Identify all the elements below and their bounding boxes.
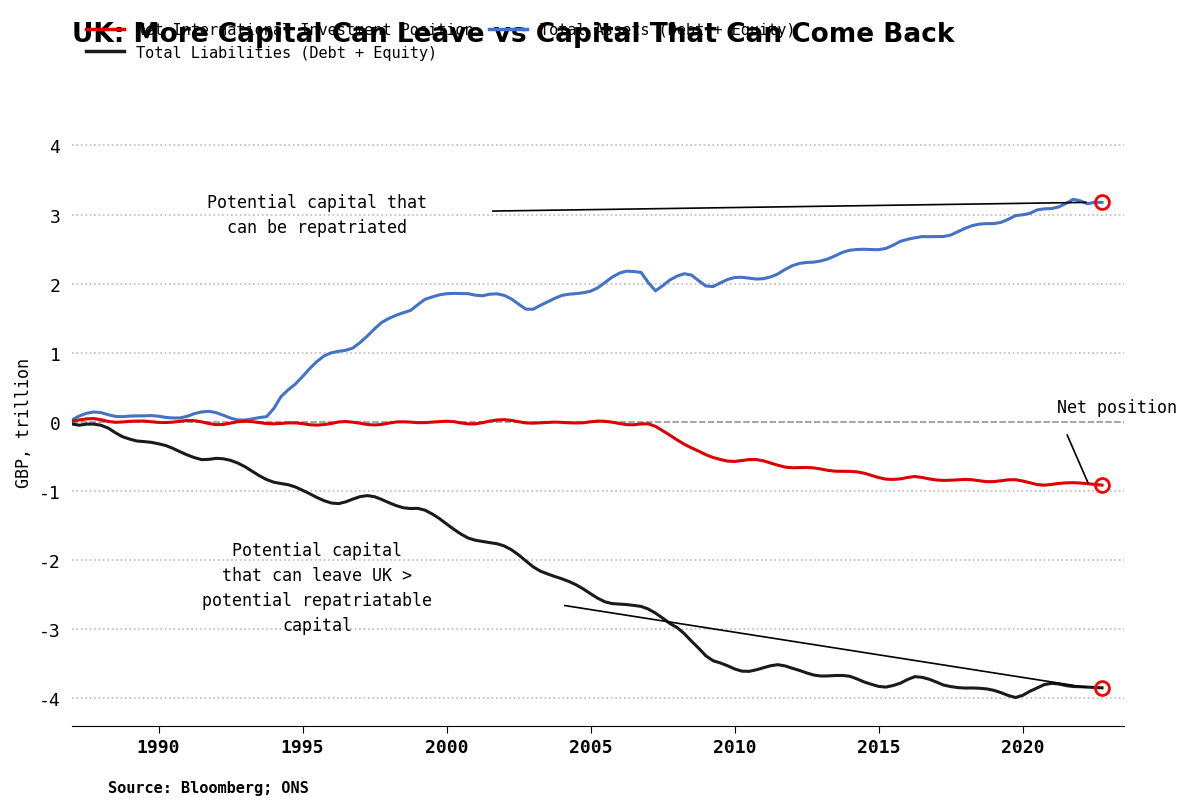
Text: Potential capital
that can leave UK >
potential repatriatable
capital: Potential capital that can leave UK > po…: [202, 542, 432, 634]
Text: UK: More Capital Can Leave vs Capital That Can Come Back: UK: More Capital Can Leave vs Capital Th…: [72, 22, 955, 48]
Text: Net position: Net position: [1057, 398, 1177, 416]
Text: Source: Bloomberg; ONS: Source: Bloomberg; ONS: [108, 780, 308, 795]
Y-axis label: GBP, trillion: GBP, trillion: [14, 357, 32, 487]
Text: Potential capital that
can be repatriated: Potential capital that can be repatriate…: [206, 194, 427, 237]
Legend: Net International Investment Position, Total Liabilities (Debt + Equity), Total : Net International Investment Position, T…: [79, 17, 802, 67]
